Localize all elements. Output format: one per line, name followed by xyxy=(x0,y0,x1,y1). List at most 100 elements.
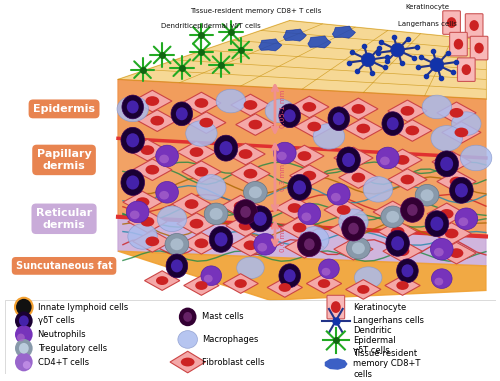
Ellipse shape xyxy=(391,43,404,57)
Polygon shape xyxy=(170,351,205,373)
Ellipse shape xyxy=(391,227,404,236)
Ellipse shape xyxy=(15,339,32,358)
Polygon shape xyxy=(285,145,324,167)
Ellipse shape xyxy=(279,104,300,128)
Ellipse shape xyxy=(333,112,344,125)
Ellipse shape xyxy=(248,120,262,130)
Ellipse shape xyxy=(337,205,350,215)
Ellipse shape xyxy=(214,135,238,161)
Ellipse shape xyxy=(455,208,477,230)
Ellipse shape xyxy=(470,20,479,31)
Ellipse shape xyxy=(422,95,452,119)
Polygon shape xyxy=(334,239,373,260)
Ellipse shape xyxy=(240,206,251,218)
Polygon shape xyxy=(437,242,476,264)
Ellipse shape xyxy=(454,39,463,50)
Ellipse shape xyxy=(277,152,286,160)
Ellipse shape xyxy=(210,226,233,252)
Polygon shape xyxy=(236,114,275,135)
Ellipse shape xyxy=(194,98,208,108)
Polygon shape xyxy=(231,163,270,184)
Ellipse shape xyxy=(396,246,409,256)
Ellipse shape xyxy=(288,174,312,200)
Ellipse shape xyxy=(435,151,458,177)
Ellipse shape xyxy=(331,193,340,202)
Ellipse shape xyxy=(407,204,418,216)
Ellipse shape xyxy=(386,231,409,256)
Ellipse shape xyxy=(450,248,464,258)
Ellipse shape xyxy=(434,248,444,256)
Polygon shape xyxy=(383,149,422,171)
Ellipse shape xyxy=(278,283,291,292)
Ellipse shape xyxy=(420,189,434,201)
Ellipse shape xyxy=(128,224,158,249)
Ellipse shape xyxy=(156,181,178,203)
Text: 0.05-1 mm: 0.05-1 mm xyxy=(280,90,286,128)
Ellipse shape xyxy=(234,200,258,224)
Text: Langerhans cells: Langerhans cells xyxy=(354,316,424,325)
Ellipse shape xyxy=(171,102,192,126)
Polygon shape xyxy=(231,94,270,116)
Text: Langerhans cells: Langerhans cells xyxy=(398,21,456,27)
Text: Innate lymphoid cells: Innate lymphoid cells xyxy=(38,303,128,312)
Ellipse shape xyxy=(458,218,468,226)
Ellipse shape xyxy=(406,126,419,135)
Polygon shape xyxy=(118,251,486,300)
Text: γδT cells: γδT cells xyxy=(38,316,74,325)
Ellipse shape xyxy=(346,237,370,259)
Text: 0.6 mm: 0.6 mm xyxy=(280,226,286,252)
FancyBboxPatch shape xyxy=(458,58,475,82)
Text: Papillary
dermis: Papillary dermis xyxy=(36,149,92,171)
Ellipse shape xyxy=(425,211,448,237)
Ellipse shape xyxy=(402,264,413,277)
Ellipse shape xyxy=(130,211,140,219)
Ellipse shape xyxy=(176,107,188,120)
Ellipse shape xyxy=(400,106,414,116)
Ellipse shape xyxy=(178,331,198,348)
Ellipse shape xyxy=(214,232,228,247)
Polygon shape xyxy=(177,141,216,163)
Ellipse shape xyxy=(190,219,203,229)
Ellipse shape xyxy=(238,221,252,231)
Polygon shape xyxy=(184,276,219,295)
Ellipse shape xyxy=(160,155,169,163)
Ellipse shape xyxy=(357,285,370,294)
Ellipse shape xyxy=(386,207,400,217)
Ellipse shape xyxy=(158,206,186,232)
Ellipse shape xyxy=(444,157,458,167)
Ellipse shape xyxy=(450,177,464,186)
Polygon shape xyxy=(290,165,329,186)
Ellipse shape xyxy=(298,232,321,257)
Ellipse shape xyxy=(146,165,159,174)
Ellipse shape xyxy=(15,298,32,316)
Polygon shape xyxy=(132,231,172,252)
Polygon shape xyxy=(128,211,167,232)
Ellipse shape xyxy=(156,276,168,285)
Ellipse shape xyxy=(166,254,188,278)
Text: 0.3 mm: 0.3 mm xyxy=(280,164,286,191)
Polygon shape xyxy=(128,139,167,161)
Polygon shape xyxy=(385,276,420,295)
Ellipse shape xyxy=(15,312,32,330)
Polygon shape xyxy=(339,167,378,188)
Ellipse shape xyxy=(331,301,340,313)
Ellipse shape xyxy=(254,212,266,226)
Ellipse shape xyxy=(170,239,183,250)
Polygon shape xyxy=(186,112,226,133)
Ellipse shape xyxy=(126,201,149,223)
Ellipse shape xyxy=(204,275,212,283)
Ellipse shape xyxy=(342,225,355,234)
Ellipse shape xyxy=(127,101,138,114)
Polygon shape xyxy=(388,169,427,190)
Ellipse shape xyxy=(146,237,159,246)
Ellipse shape xyxy=(121,170,144,195)
Polygon shape xyxy=(339,98,378,120)
Polygon shape xyxy=(308,36,331,48)
Ellipse shape xyxy=(298,242,312,252)
Ellipse shape xyxy=(160,191,169,200)
Ellipse shape xyxy=(454,128,468,137)
Ellipse shape xyxy=(150,116,164,125)
Ellipse shape xyxy=(348,223,359,234)
Ellipse shape xyxy=(140,217,154,227)
Ellipse shape xyxy=(430,58,444,72)
